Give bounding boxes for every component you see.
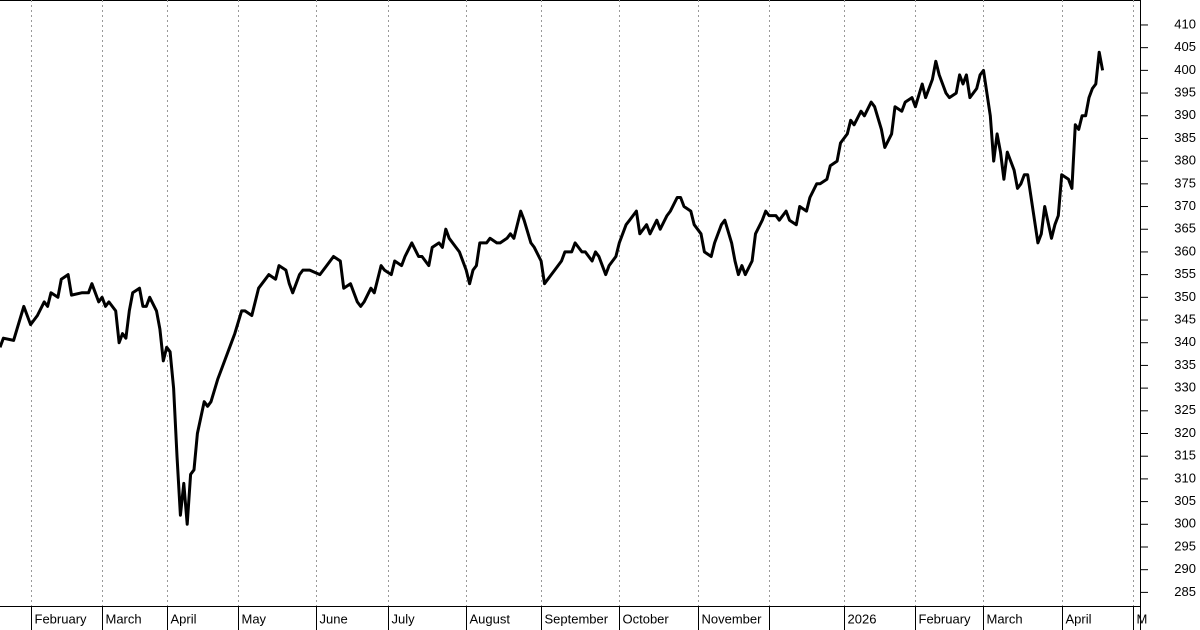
x-tick-label: November — [702, 611, 763, 626]
x-tick-label: August — [470, 611, 511, 626]
y-tick-label: 300 — [1174, 516, 1196, 531]
y-tick-label: 350 — [1174, 289, 1196, 304]
y-tick-label: 395 — [1174, 84, 1196, 99]
y-tick-label: 410 — [1174, 16, 1196, 31]
x-tick-label: July — [392, 611, 416, 626]
y-tick-label: 315 — [1174, 448, 1196, 463]
x-tick-label: September — [545, 611, 609, 626]
x-tick-label: February — [35, 611, 88, 626]
y-tick-label: 385 — [1174, 130, 1196, 145]
x-tick-label: June — [320, 611, 348, 626]
y-tick-label: 380 — [1174, 153, 1196, 168]
x-tick-label: March — [987, 611, 1023, 626]
x-tick-label: March — [106, 611, 142, 626]
y-tick-label: 400 — [1174, 62, 1196, 77]
y-tick-label: 295 — [1174, 538, 1196, 553]
x-tick-label: October — [623, 611, 670, 626]
x-tick-label: May — [242, 611, 267, 626]
y-tick-label: 365 — [1174, 221, 1196, 236]
y-tick-label: 370 — [1174, 198, 1196, 213]
x-tick-label: M — [1137, 611, 1148, 626]
y-tick-label: 305 — [1174, 493, 1196, 508]
y-tick-label: 290 — [1174, 561, 1196, 576]
price-line — [0, 50, 1105, 526]
y-tick-label: 375 — [1174, 175, 1196, 190]
y-tick-label: 405 — [1174, 39, 1196, 54]
y-tick-label: 345 — [1174, 311, 1196, 326]
x-tick-label: April — [1066, 611, 1092, 626]
y-tick-label: 355 — [1174, 266, 1196, 281]
y-tick-label: 360 — [1174, 243, 1196, 258]
y-tick-label: 335 — [1174, 357, 1196, 372]
x-tick-label: 2026 — [848, 611, 877, 626]
y-tick-label: 340 — [1174, 334, 1196, 349]
y-tick-label: 310 — [1174, 470, 1196, 485]
y-tick-label: 285 — [1174, 584, 1196, 599]
x-tick-label: April — [171, 611, 197, 626]
y-tick-label: 320 — [1174, 425, 1196, 440]
y-tick-label: 325 — [1174, 402, 1196, 417]
y-tick-label: 390 — [1174, 107, 1196, 122]
y-tick-label: 330 — [1174, 380, 1196, 395]
x-tick-label: February — [919, 611, 972, 626]
